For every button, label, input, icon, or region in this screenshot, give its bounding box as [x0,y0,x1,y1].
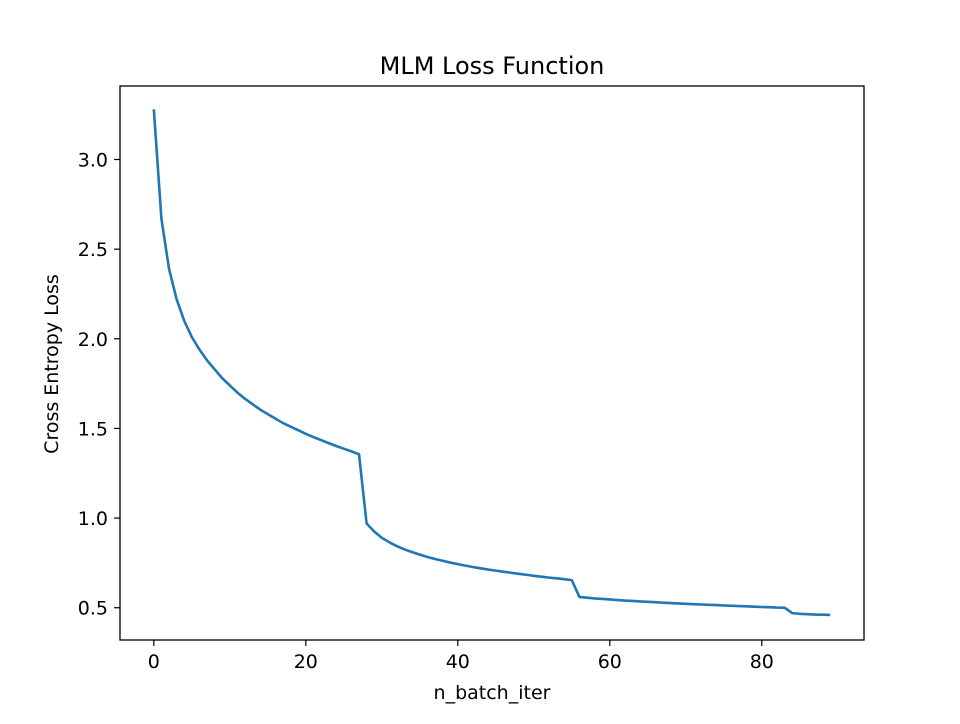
y-tick-label: 1.5 [78,418,108,440]
loss-series-line [152,109,831,617]
y-axis-label: Cross Entropy Loss [41,274,63,454]
x-tick-label: 40 [446,651,470,673]
x-tick-label: 60 [598,651,622,673]
y-tick-label: 1.0 [78,508,108,530]
y-axis-ticks: 0.5 1.0 1.5 2.0 2.5 3.0 [78,150,120,620]
y-tick-label: 0.5 [78,598,108,620]
x-tick-label: 80 [750,651,774,673]
x-axis-label: n_batch_iter [434,682,551,704]
y-tick-label: 2.5 [78,239,108,261]
plot-area [152,109,831,617]
chart-title: MLM Loss Function [380,52,605,80]
x-tick-label: 20 [294,651,318,673]
axes-frame [119,85,865,641]
x-tick-label: 0 [148,651,160,673]
y-tick-label: 3.0 [78,150,108,172]
y-tick-label: 2.0 [78,329,108,351]
x-axis-ticks: 0 20 40 60 80 [148,640,774,673]
